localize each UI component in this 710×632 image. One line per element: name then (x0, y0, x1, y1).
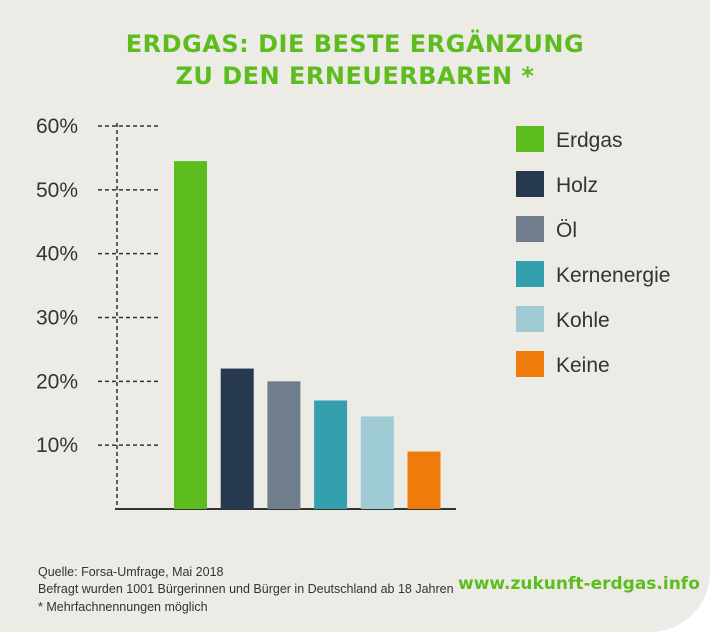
survey-text: Befragt wurden 1001 Bürgerinnen und Bürg… (38, 582, 454, 596)
bar-öl (267, 381, 301, 509)
legend-label-öl: Öl (556, 219, 577, 242)
bar-kohle (360, 416, 394, 509)
bar-keine (407, 451, 441, 509)
y-tick-label: 30% (36, 307, 78, 330)
legend-label-erdgas: Erdgas (556, 129, 623, 152)
legend-label-keine: Keine (556, 354, 610, 377)
legend-swatch-öl (516, 216, 544, 242)
legend-label-holz: Holz (556, 174, 598, 197)
chart-title-line-2: ZU DEN ERNEUERBAREN * (175, 62, 535, 90)
legend-label-kohle: Kohle (556, 309, 610, 332)
y-tick-label: 20% (36, 370, 78, 393)
legend-swatch-erdgas (516, 126, 544, 152)
source-text: Quelle: Forsa-Umfrage, Mai 2018 (38, 565, 224, 579)
legend-swatch-holz (516, 171, 544, 197)
bar-kernenergie (314, 400, 348, 509)
legend-swatch-keine (516, 351, 544, 377)
legend-swatch-kohle (516, 306, 544, 332)
website-link[interactable]: www.zukunft-erdgas.info (458, 574, 700, 594)
y-tick-label: 40% (36, 243, 78, 266)
chart-title-line-1: ERDGAS: DIE BESTE ERGÄNZUNG (125, 30, 585, 58)
legend-label-kernenergie: Kernenergie (556, 264, 670, 287)
footnote-text: * Mehrfachnennungen möglich (38, 600, 208, 614)
y-tick-label: 10% (36, 434, 78, 457)
bar-holz (220, 368, 254, 509)
y-tick-label: 60% (36, 115, 78, 138)
y-tick-label: 50% (36, 179, 78, 202)
bar-erdgas (174, 161, 207, 509)
legend-swatch-kernenergie (516, 261, 544, 287)
